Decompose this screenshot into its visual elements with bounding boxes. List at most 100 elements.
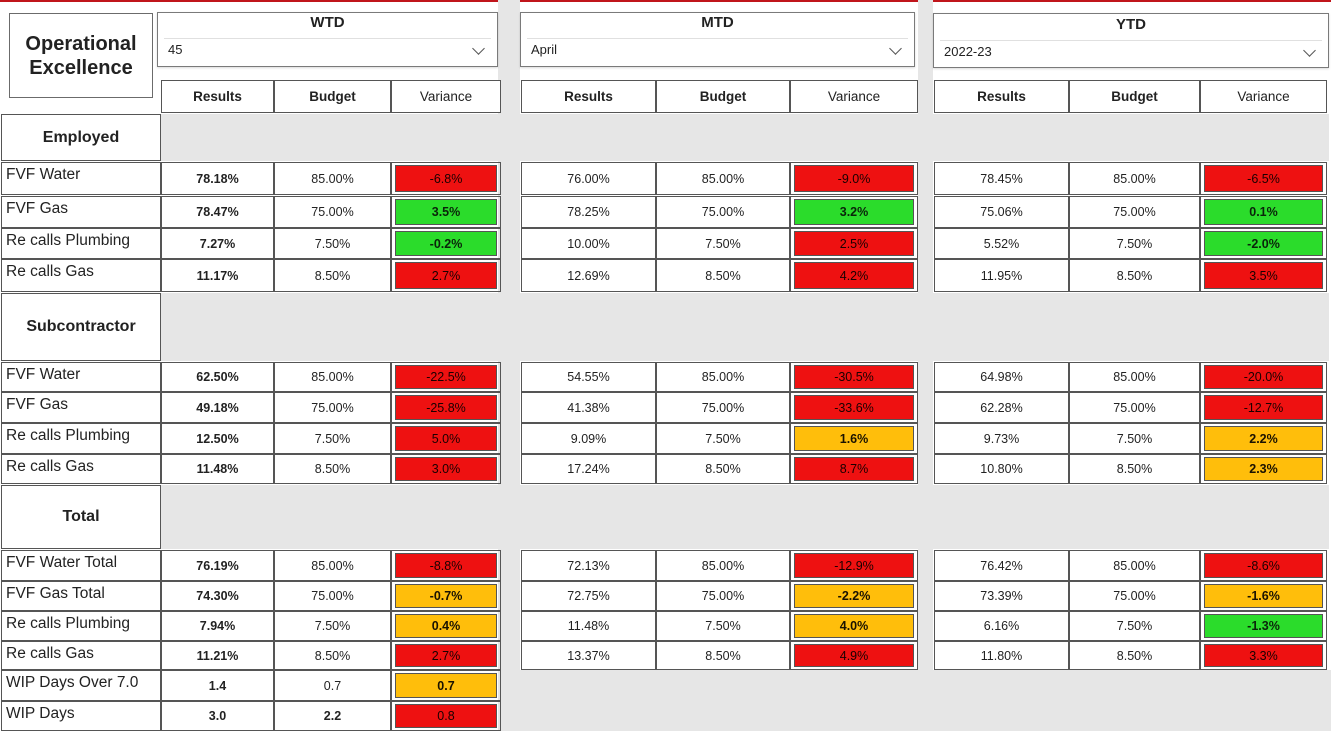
variance-cell-frame [391, 641, 501, 670]
results-cell: 10.00% [521, 228, 656, 259]
results-cell: 1.4 [161, 670, 274, 701]
variance-cell-frame [790, 423, 918, 454]
budget-cell: 7.50% [656, 423, 790, 454]
variance-cell-amber: 0.7 [395, 673, 497, 698]
budget-cell: 75.00% [274, 196, 391, 228]
results-cell: 11.21% [161, 641, 274, 670]
section-band [161, 293, 1329, 361]
results-cell: 76.00% [521, 162, 656, 195]
variance-cell-frame [790, 550, 918, 581]
variance-cell-red: -22.5% [395, 365, 497, 389]
variance-cell-amber: 1.6% [794, 426, 914, 451]
variance-cell-red: -6.8% [395, 165, 497, 192]
slicer-title: WTD [310, 14, 345, 31]
results-cell: 7.27% [161, 228, 274, 259]
budget-cell: 75.00% [1069, 392, 1200, 423]
row-label: Re calls Gas [1, 641, 161, 670]
results-cell: 17.24% [521, 454, 656, 484]
results-cell: 49.18% [161, 392, 274, 423]
budget-cell: 75.00% [656, 581, 790, 611]
results-cell: 11.48% [161, 454, 274, 484]
column-header-budget: Budget [656, 80, 790, 113]
budget-cell: 85.00% [274, 362, 391, 392]
variance-cell-frame [1200, 362, 1327, 392]
variance-cell-green: 0.1% [1204, 199, 1323, 225]
top-accent-line [0, 0, 1331, 2]
column-header-results: Results [521, 80, 656, 113]
variance-cell-red: -25.8% [395, 395, 497, 420]
slicer-selected-value: April [531, 42, 558, 57]
results-cell: 11.48% [521, 611, 656, 641]
page-title: Operational Excellence [9, 13, 153, 98]
variance-cell-frame [1200, 392, 1327, 423]
variance-cell-frame [391, 259, 501, 292]
row-label: FVF Gas [1, 392, 161, 423]
variance-cell-frame [1200, 581, 1327, 611]
variance-cell-red: 0.8 [395, 704, 497, 728]
variance-cell-red: 2.7% [395, 262, 497, 289]
budget-cell: 0.7 [274, 670, 391, 701]
variance-cell-frame [790, 162, 918, 195]
variance-cell-frame [391, 454, 501, 484]
results-cell: 72.13% [521, 550, 656, 581]
budget-cell: 85.00% [656, 550, 790, 581]
budget-cell: 8.50% [1069, 454, 1200, 484]
results-cell: 9.09% [521, 423, 656, 454]
budget-cell: 85.00% [1069, 162, 1200, 195]
variance-cell-frame [1200, 423, 1327, 454]
variance-cell-red: -20.0% [1204, 365, 1323, 389]
slicer-selected-value: 45 [168, 42, 183, 57]
variance-cell-red: 8.7% [794, 457, 914, 481]
results-cell: 3.0 [161, 701, 274, 731]
variance-cell-amber: 0.4% [395, 614, 497, 638]
results-cell: 7.94% [161, 611, 274, 641]
slicer-dropdown[interactable]: 45 [164, 38, 491, 61]
results-cell: 11.80% [934, 641, 1069, 670]
slicer-dropdown[interactable]: April [527, 38, 908, 61]
variance-cell-red: 3.5% [1204, 262, 1323, 289]
slicer-dropdown[interactable]: 2022-23 [940, 40, 1322, 63]
chevron-down-icon[interactable] [1303, 44, 1316, 57]
results-cell: 12.50% [161, 423, 274, 454]
chevron-down-icon[interactable] [472, 42, 485, 55]
variance-cell-red: 5.0% [395, 426, 497, 451]
budget-cell: 8.50% [656, 641, 790, 670]
budget-cell: 8.50% [1069, 641, 1200, 670]
results-cell: 74.30% [161, 581, 274, 611]
variance-cell-frame [1200, 454, 1327, 484]
results-cell: 5.52% [934, 228, 1069, 259]
variance-cell-red: 3.3% [1204, 644, 1323, 667]
row-label: Re calls Gas [1, 259, 161, 292]
chevron-down-icon[interactable] [889, 42, 902, 55]
variance-cell-frame [790, 641, 918, 670]
row-label: FVF Water [1, 162, 161, 195]
results-cell: 78.45% [934, 162, 1069, 195]
variance-cell-frame [1200, 259, 1327, 292]
budget-cell: 8.50% [274, 259, 391, 292]
budget-cell: 2.2 [274, 701, 391, 731]
row-label: WIP Days [1, 701, 161, 731]
variance-cell-frame [1200, 196, 1327, 228]
results-cell: 78.18% [161, 162, 274, 195]
column-header-variance: Variance [790, 80, 918, 113]
results-cell: 64.98% [934, 362, 1069, 392]
column-header-budget: Budget [274, 80, 391, 113]
results-cell: 9.73% [934, 423, 1069, 454]
variance-cell-frame [391, 228, 501, 259]
budget-cell: 7.50% [274, 611, 391, 641]
variance-cell-frame [1200, 228, 1327, 259]
budget-cell: 85.00% [274, 550, 391, 581]
period-slicer-ytd: YTD 2022-23 [933, 13, 1329, 68]
row-label: FVF Water Total [1, 550, 161, 581]
row-label: Re calls Plumbing [1, 423, 161, 454]
results-cell: 6.16% [934, 611, 1069, 641]
variance-cell-frame [391, 392, 501, 423]
variance-cell-amber: -1.6% [1204, 584, 1323, 608]
variance-cell-frame [790, 259, 918, 292]
budget-cell: 85.00% [656, 362, 790, 392]
budget-cell: 7.50% [274, 228, 391, 259]
variance-cell-green: -0.2% [395, 231, 497, 256]
budget-cell: 7.50% [1069, 228, 1200, 259]
variance-cell-frame [391, 162, 501, 195]
variance-cell-frame [391, 423, 501, 454]
